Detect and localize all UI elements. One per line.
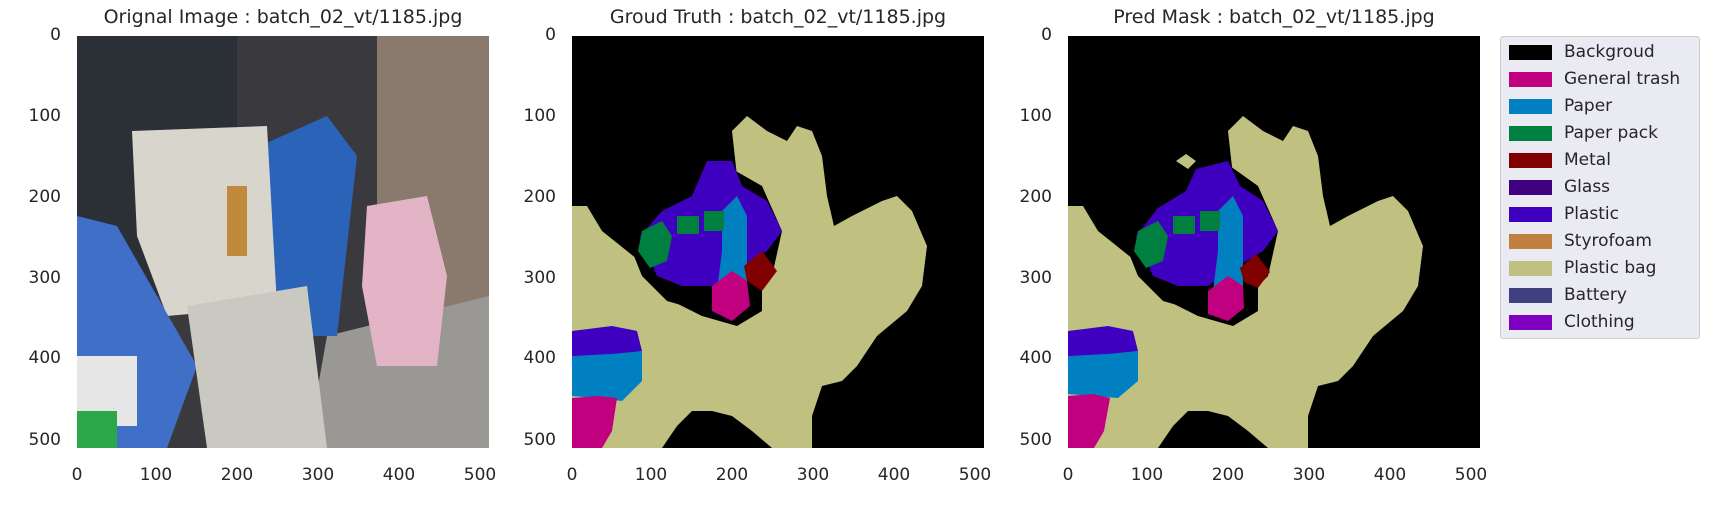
x-tick: 500 <box>1454 465 1488 485</box>
legend-swatch <box>1509 125 1552 141</box>
legend-label: Metal <box>1564 150 1611 170</box>
y-tick: 0 <box>1041 25 1052 45</box>
legend-swatch <box>1509 98 1552 114</box>
y-tick: 400 <box>523 348 556 368</box>
legend-label: Plastic bag <box>1564 258 1657 278</box>
legend-item: Styrofoam <box>1509 230 1652 252</box>
y-tick: 500 <box>28 430 61 450</box>
panel-title-pred-mask: Pred Mask : batch_02_vt/1185.jpg <box>1113 6 1435 28</box>
panel-title-ground-truth: Groud Truth : batch_02_vt/1185.jpg <box>609 6 947 28</box>
legend-swatch <box>1509 44 1552 60</box>
x-tick: 300 <box>796 465 830 485</box>
legend-swatch <box>1509 314 1552 330</box>
legend-label: Backgroud <box>1564 42 1655 62</box>
x-tick: 500 <box>958 465 992 485</box>
x-tick: 0 <box>566 465 578 485</box>
x-tick: 200 <box>220 465 254 485</box>
x-tick: 200 <box>1211 465 1245 485</box>
legend-swatch <box>1509 206 1552 222</box>
y-tick: 300 <box>523 268 556 288</box>
x-tick: 400 <box>877 465 911 485</box>
y-tick: 500 <box>523 430 556 450</box>
panel-title-original: Orignal Image : batch_02_vt/1185.jpg <box>103 6 463 28</box>
legend-label: Clothing <box>1564 312 1635 332</box>
legend-item: Paper pack <box>1509 122 1658 144</box>
x-tick: 500 <box>463 465 497 485</box>
x-tick: 100 <box>634 465 668 485</box>
y-tick: 500 <box>1019 430 1052 450</box>
legend-item: Plastic <box>1509 203 1619 225</box>
x-tick: 200 <box>715 465 749 485</box>
legend-item: General trash <box>1509 68 1680 90</box>
legend-swatch <box>1509 152 1552 168</box>
legend-label: Glass <box>1564 177 1611 197</box>
y-tick: 0 <box>50 25 61 45</box>
y-tick: 100 <box>523 106 556 126</box>
x-tick: 0 <box>1062 465 1074 485</box>
legend-item: Plastic bag <box>1509 257 1656 279</box>
legend-swatch <box>1509 233 1552 249</box>
y-tick: 400 <box>1019 348 1052 368</box>
legend-swatch <box>1509 179 1552 195</box>
x-tick: 300 <box>1292 465 1326 485</box>
ground-truth-mask <box>572 36 984 448</box>
y-tick: 0 <box>545 25 556 45</box>
legend-swatch <box>1509 260 1552 276</box>
legend-item: Metal <box>1509 149 1611 171</box>
legend-label: Plastic <box>1564 204 1619 224</box>
y-tick: 200 <box>523 187 556 207</box>
pred-mask <box>1068 36 1480 448</box>
x-tick: 100 <box>139 465 173 485</box>
original-image <box>77 36 489 448</box>
legend-label: Paper pack <box>1564 123 1658 143</box>
legend-label: General trash <box>1564 69 1681 89</box>
x-tick: 400 <box>382 465 416 485</box>
legend-item: Paper <box>1509 95 1612 117</box>
legend-item: Clothing <box>1509 311 1635 333</box>
legend-swatch <box>1509 71 1552 87</box>
legend-item: Battery <box>1509 284 1627 306</box>
x-tick: 100 <box>1130 465 1164 485</box>
y-tick: 100 <box>28 106 61 126</box>
legend-swatch <box>1509 287 1552 303</box>
legend-label: Battery <box>1564 285 1627 305</box>
y-tick: 300 <box>28 268 61 288</box>
y-tick: 300 <box>1019 268 1052 288</box>
legend-label: Styrofoam <box>1564 231 1652 251</box>
x-tick: 400 <box>1373 465 1407 485</box>
legend-item: Backgroud <box>1509 41 1655 63</box>
y-tick: 100 <box>1019 106 1052 126</box>
y-tick: 200 <box>28 187 61 207</box>
y-tick: 400 <box>28 348 61 368</box>
x-tick: 300 <box>301 465 335 485</box>
y-tick: 200 <box>1019 187 1052 207</box>
legend-item: Glass <box>1509 176 1610 198</box>
legend: Backgroud General trash Paper Paper pack… <box>1500 36 1700 339</box>
legend-label: Paper <box>1564 96 1613 116</box>
x-tick: 0 <box>71 465 83 485</box>
